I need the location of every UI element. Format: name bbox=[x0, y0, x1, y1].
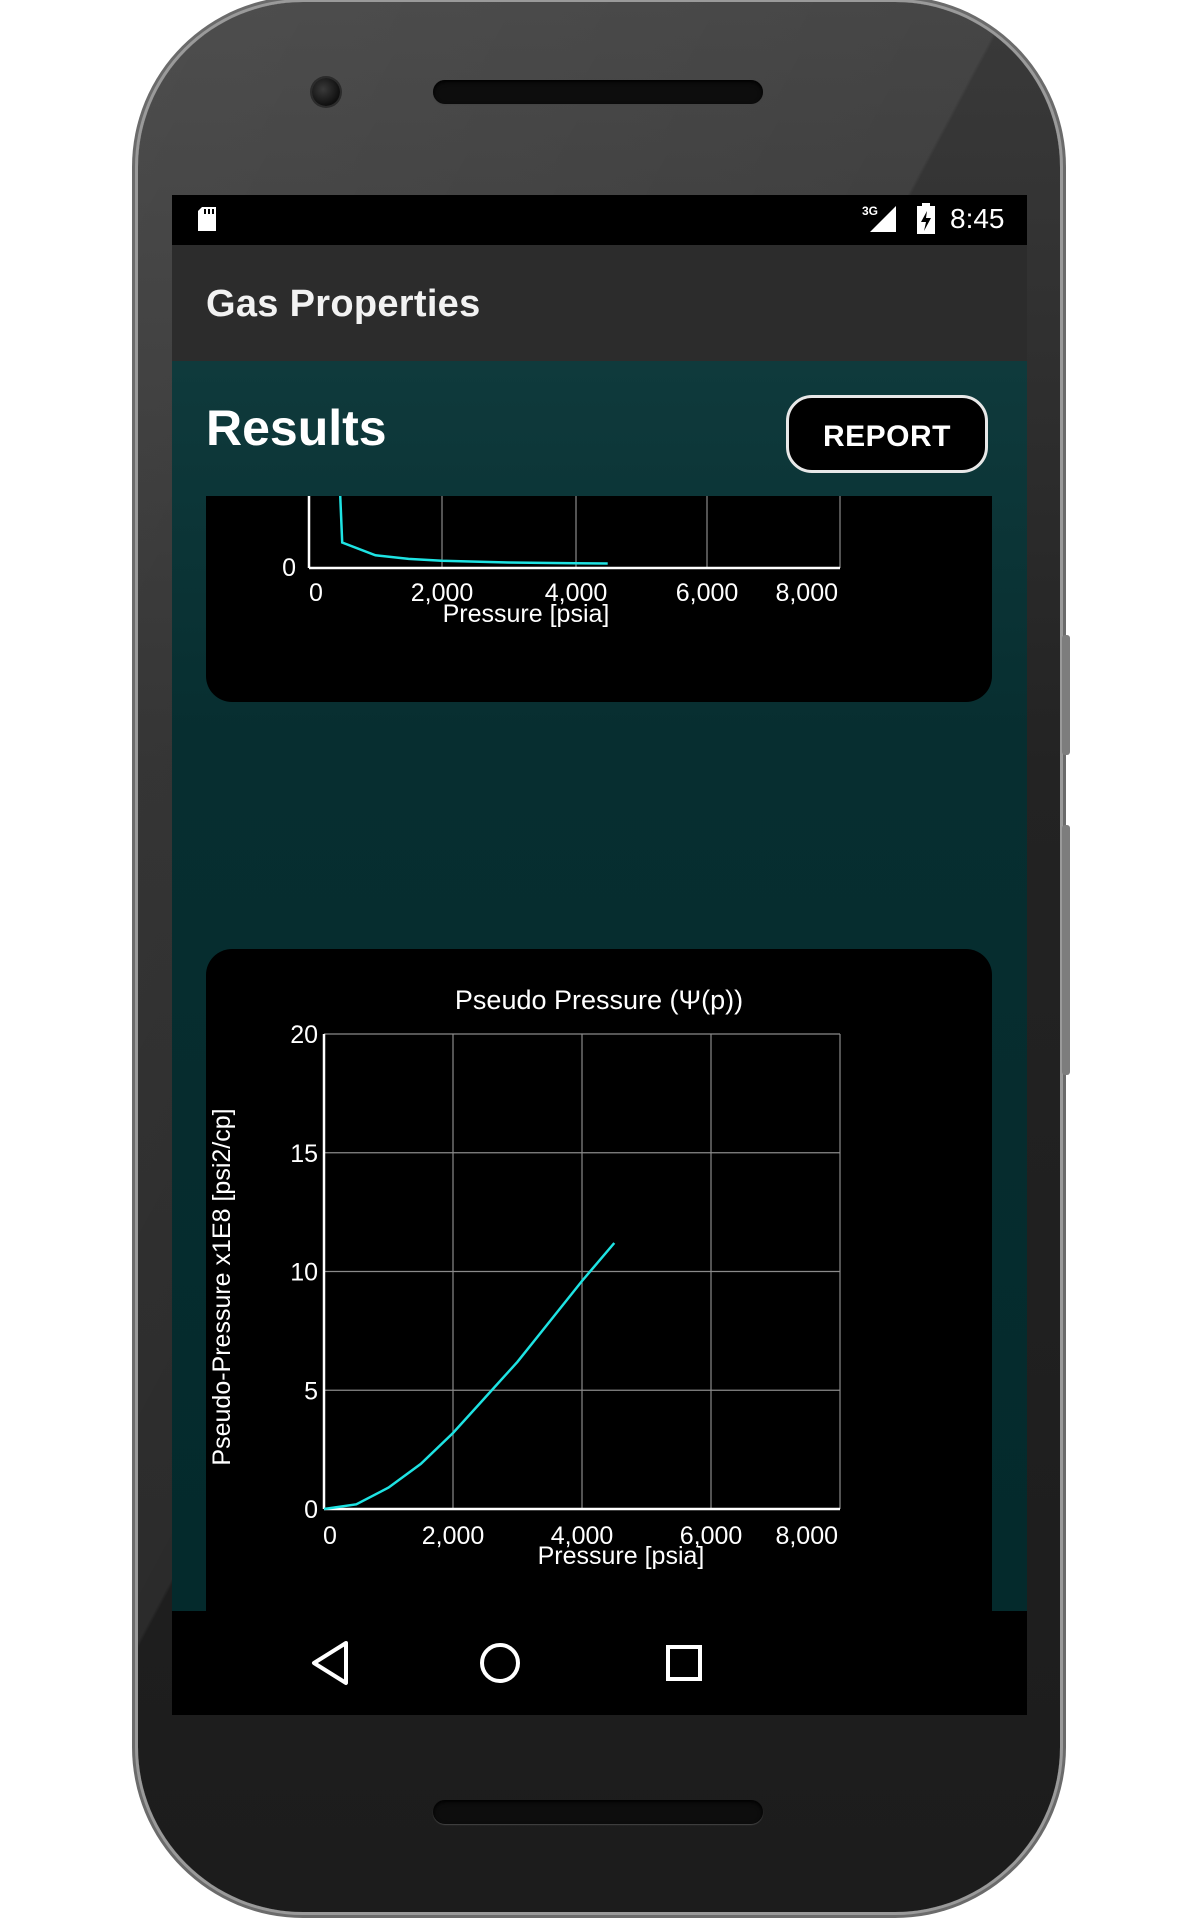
home-icon[interactable] bbox=[468, 1631, 532, 1695]
recents-icon[interactable] bbox=[652, 1631, 716, 1695]
x-tick-label: 4,000 bbox=[551, 1522, 614, 1550]
power-button bbox=[1062, 635, 1070, 755]
app-bar: Gas Properties bbox=[172, 245, 1027, 361]
x-tick-label: 0 bbox=[309, 579, 323, 607]
sd-card-icon bbox=[198, 207, 216, 231]
navigation-bar bbox=[172, 1611, 1027, 1715]
pseudo-pressure-chart: Pseudo Pressure (Ψ(p)) 0 5 10 15 20 0 2,000 4,… bbox=[208, 985, 841, 1570]
y-tick-label: 15 bbox=[290, 1140, 318, 1168]
x-tick-label: 8,000 bbox=[775, 1522, 838, 1550]
chart-title: Pseudo Pressure (Ψ(p)) bbox=[455, 985, 743, 1015]
series-line bbox=[338, 496, 608, 565]
status-bar: 3G 8:45 bbox=[172, 195, 1027, 245]
front-camera bbox=[312, 78, 340, 106]
x-axis-label: Pressure [psia] bbox=[538, 1542, 705, 1570]
y-tick-label: 5 bbox=[304, 1377, 318, 1405]
y-tick-label: 20 bbox=[290, 1021, 318, 1049]
app-title: Gas Properties bbox=[206, 283, 481, 325]
battery-icon bbox=[917, 203, 935, 234]
x-tick-label: 0 bbox=[323, 1522, 337, 1550]
chart-card-pseudo-pressure: Pseudo Pressure (Ψ(p)) 0 5 10 15 20 0 2,000 4,… bbox=[206, 949, 992, 1715]
x-tick-label: 6,000 bbox=[676, 579, 739, 607]
network-type-label: 3G bbox=[862, 204, 878, 218]
volume-button bbox=[1062, 825, 1070, 1075]
x-tick-label: 8,000 bbox=[775, 579, 838, 607]
report-button[interactable]: REPORT bbox=[786, 395, 988, 473]
x-tick-label: 4,000 bbox=[545, 579, 608, 607]
chart-card-top: 0 0 2,000 4,000 6,000 8,000 Pressure [ps… bbox=[206, 496, 992, 702]
y-tick-label: 10 bbox=[290, 1259, 318, 1287]
results-content[interactable]: Results REPORT 0 0 2,000 4,000 6,000 8,0… bbox=[172, 361, 1027, 1715]
series-line bbox=[323, 1242, 616, 1511]
status-clock: 8:45 bbox=[950, 203, 1005, 234]
y-tick-label: 0 bbox=[304, 1496, 318, 1524]
top-speaker bbox=[433, 80, 763, 104]
grid bbox=[324, 1033, 841, 1509]
bottom-speaker bbox=[433, 1800, 763, 1824]
signal-icon: 3G bbox=[862, 204, 896, 232]
top-chart: 0 0 2,000 4,000 6,000 8,000 Pressure [ps… bbox=[282, 496, 841, 628]
results-heading: Results bbox=[206, 400, 387, 456]
x-tick-label: 2,000 bbox=[422, 1522, 485, 1550]
y-axis-label: Pseudo-Pressure x1E8 [psi2/cp] bbox=[208, 1108, 236, 1465]
x-tick-label: 6,000 bbox=[680, 1522, 743, 1550]
screen: 3G 8:45 Gas Properties Results REPORT bbox=[172, 195, 1027, 1715]
back-icon[interactable] bbox=[300, 1631, 364, 1695]
x-tick-label: 2,000 bbox=[411, 579, 474, 607]
y-tick-label: 0 bbox=[282, 554, 296, 582]
x-axis-label: Pressure [psia] bbox=[443, 600, 610, 628]
